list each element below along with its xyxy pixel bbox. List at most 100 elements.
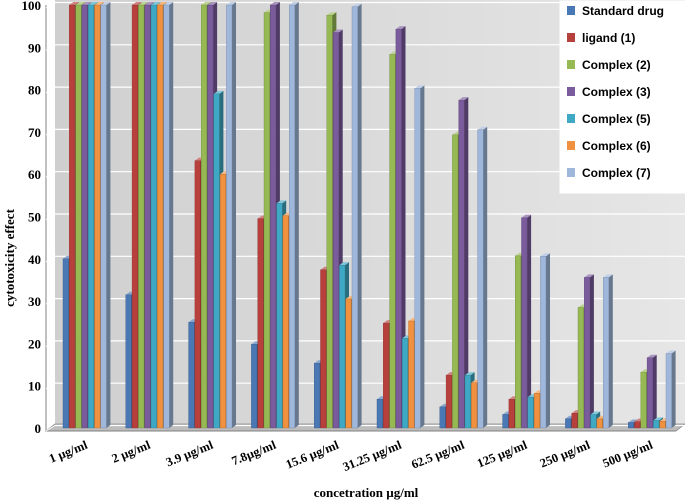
bar-front [62,258,69,429]
legend-label: ligand (1) [582,31,635,45]
bar-top [540,253,550,257]
bar-top [326,12,337,16]
bar-side [652,354,657,428]
bar-top [465,372,475,376]
gridline-side [45,255,56,263]
bar [603,274,613,429]
bar-front [383,322,390,429]
bar-top [521,214,532,218]
bar-top [276,200,287,204]
bar-side [357,3,362,429]
bar-top [647,354,657,358]
x-tick-label: 125 µg/ml [475,438,530,471]
bar-front [471,382,478,429]
bar-front [477,129,484,429]
bar-top [395,26,406,30]
bar [584,274,594,429]
x-tick-label: 15.6 µg/ml [284,438,341,472]
y-tick-label: 70 [28,125,41,140]
gridline-side [45,44,56,51]
bar-front [282,215,289,429]
bar-front [339,264,346,429]
bar-top [477,126,488,130]
y-tick-label: 0 [35,421,42,436]
bar-front [596,418,603,429]
bar-front [75,4,82,429]
bar [100,2,111,429]
bar-front [276,203,283,429]
bar-top [144,2,155,5]
bar-side [546,253,550,428]
bar-front [213,93,220,429]
x-tick-label: 3.9 µg/ml [164,438,216,470]
bar-front [100,4,107,429]
bar-front [458,99,465,429]
bar-front [634,421,641,429]
y-tick-label: 10 [28,379,41,394]
bar-top [333,29,343,33]
bar [477,126,488,429]
bar-side [671,350,676,428]
bar-front [81,4,88,429]
bar-front [263,12,270,429]
bar-front [332,32,339,429]
legend-swatch [567,168,575,177]
bar-top [414,85,425,89]
bar-front [226,4,233,429]
gridline-side [45,382,56,390]
bar-front [653,420,660,429]
bar-front [138,4,145,429]
bar-front [408,320,415,429]
bar-side [420,85,425,429]
bar-side [589,274,594,428]
y-tick-label: 50 [28,210,41,225]
bar-front [345,298,352,429]
bar-top [352,3,362,7]
legend-entry: Complex (7) [567,166,651,180]
bar-front [628,422,635,429]
bar-front [320,269,327,429]
bar-front [314,363,321,429]
bar-front [515,255,522,429]
y-tick-label: 30 [28,294,41,309]
bar-front [502,414,509,429]
bar-front [533,393,540,429]
bar [540,253,550,429]
legend-label: Standard drug [582,4,664,18]
bar-front [194,160,201,429]
bar-top [628,419,638,423]
bar-top [151,2,161,5]
legend-label: Complex (5) [582,112,651,126]
bar-front [125,294,132,429]
bar-front [376,399,383,429]
legend-entry: Complex (6) [567,139,651,153]
bar-front [150,4,157,429]
x-tick-label: 250 µg/ml [538,438,593,471]
bar [289,2,299,429]
gridline-side [45,213,56,220]
bar [646,354,657,429]
bar-top [201,2,211,5]
bar-top [289,2,299,5]
legend-entry: Complex (5) [567,112,651,126]
bar-front [157,4,164,429]
y-tick-label: 40 [28,252,41,267]
bar [665,350,676,429]
bar-side [169,2,174,428]
bar-top [69,2,79,5]
bar-front [326,14,333,429]
legend-label: Complex (6) [582,139,651,153]
bar-front [603,277,610,429]
x-tick-label: 31.25 µg/ml [341,438,404,474]
y-tick-label: 20 [28,336,41,351]
bar-front [590,414,597,429]
bar-front [464,374,471,429]
bar [521,214,532,429]
legend-label: Complex (3) [582,85,651,99]
legend-box [559,0,685,194]
bar-top [666,350,676,354]
bar-front [188,322,195,429]
bar-top [590,411,601,415]
bar-top [213,90,224,94]
bar-side [527,214,532,428]
